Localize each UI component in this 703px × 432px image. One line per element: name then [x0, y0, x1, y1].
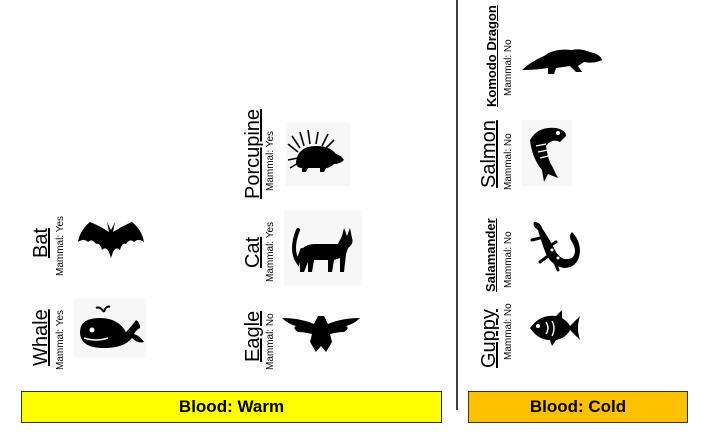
animal-name: Salmon	[478, 120, 500, 188]
mammal-label: Mammal: Yes	[55, 215, 66, 276]
mammal-label: Mammal: No	[265, 313, 276, 370]
warm-blood-banner: Blood: Warm	[21, 391, 442, 423]
cold-blood-banner: Blood: Cold	[468, 391, 688, 423]
small-fish-icon	[530, 310, 580, 346]
mammal-label: Mammal: No	[503, 39, 514, 96]
mammal-label: Mammal: No	[503, 231, 514, 288]
animal-name: Eagle	[242, 310, 264, 362]
animal-name: Cat	[242, 236, 264, 268]
mammal-label: Mammal: No	[503, 133, 514, 190]
animal-name: Bat	[30, 227, 52, 258]
group-divider	[456, 0, 458, 410]
lizard-icon	[522, 49, 602, 74]
bat-icon	[78, 222, 144, 258]
animal-name: Whale	[30, 309, 52, 366]
animal-name: Guppy	[478, 309, 500, 368]
mammal-label: Mammal: Yes	[55, 309, 66, 370]
mammal-label: Mammal: No	[503, 303, 514, 360]
porcupine-icon	[286, 122, 350, 186]
eagle-icon	[282, 316, 360, 352]
animal-name: Salamander	[483, 218, 498, 292]
mammal-label: Mammal: Yes	[265, 221, 276, 282]
cat-icon	[284, 210, 362, 286]
mammal-label: Mammal: Yes	[265, 130, 276, 191]
salamander-icon	[530, 222, 580, 272]
fish-icon	[522, 120, 572, 186]
animal-name: Porcupine	[242, 108, 264, 199]
animal-name: Komodo Dragon	[484, 5, 499, 107]
whale-icon	[74, 298, 146, 358]
